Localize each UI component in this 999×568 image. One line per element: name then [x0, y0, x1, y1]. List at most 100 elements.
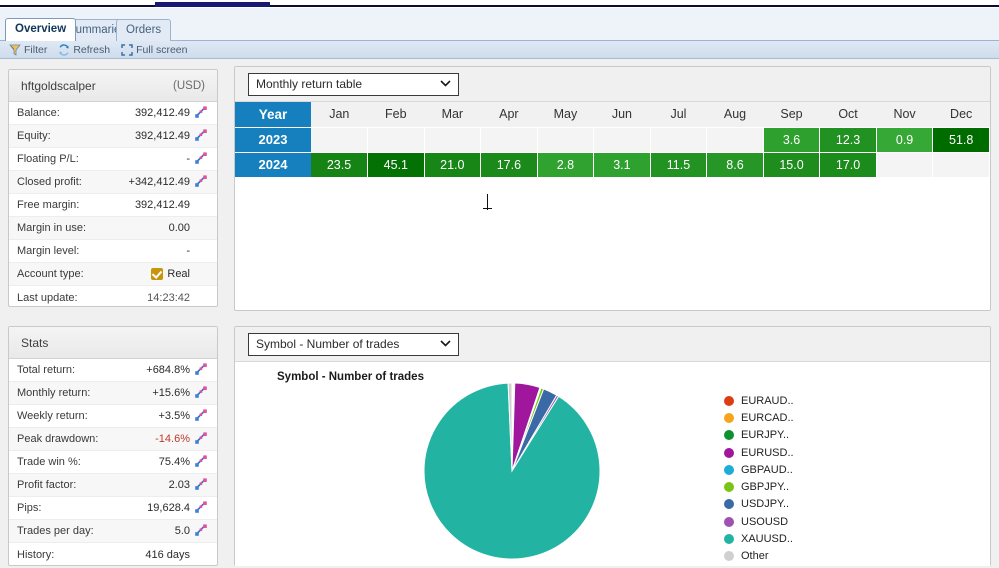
row-label: History: [17, 548, 55, 561]
legend-label: EURAUD.. [741, 394, 794, 407]
data-row: History: 416 days [9, 543, 217, 566]
chart-edit-icon[interactable] [195, 128, 211, 144]
row-label: Monthly return: [17, 387, 91, 399]
monthly-view-selector-wrap: Monthly return table [235, 67, 990, 102]
pie-chart-area: Symbol - Number of trades 89.5% EURAUD..… [235, 362, 990, 566]
real-account-checkbox[interactable] [151, 268, 164, 280]
legend-item[interactable]: USOUSD [724, 513, 794, 530]
legend-item[interactable]: EURCAD.. [724, 409, 794, 426]
row-value: 416 days [145, 548, 190, 561]
return-cell-empty [593, 127, 651, 153]
legend-item[interactable]: EURAUD.. [724, 392, 794, 409]
return-cell-empty [932, 152, 990, 178]
row-value: +3.5% [158, 410, 191, 422]
row-label: Free margin: [17, 199, 80, 211]
chart-edit-icon[interactable] [195, 500, 211, 516]
row-value: 75.4% [158, 456, 190, 468]
row-label: Margin level: [17, 245, 80, 257]
chart-edit-icon[interactable] [195, 362, 211, 378]
row-value: 5.0 [174, 525, 190, 537]
stats-title: Stats [21, 335, 49, 350]
legend-label: USOUSD [741, 515, 789, 528]
legend-item[interactable]: USDJPY.. [724, 496, 794, 513]
chart-edit-icon[interactable] [195, 385, 211, 401]
legend-item[interactable]: XAUUSD.. [724, 530, 794, 547]
legend-item[interactable]: EURUSD.. [724, 444, 794, 461]
col-header-month: Aug [706, 102, 764, 128]
chart-edit-icon[interactable] [195, 454, 211, 470]
row-value: 19,628.4 [147, 502, 190, 514]
row-label: Floating P/L: [17, 153, 79, 165]
row-label: Pips: [17, 502, 42, 514]
top-active-segment [155, 2, 270, 7]
pie-slice[interactable] [423, 382, 601, 560]
col-header-month: May [537, 102, 594, 128]
row-value: 2.03 [168, 479, 190, 491]
data-row: Peak drawdown: -14.6% [9, 428, 217, 451]
pie-chart [423, 382, 601, 560]
chart-edit-icon[interactable] [195, 105, 211, 121]
filter-button[interactable]: Filter [5, 42, 51, 58]
chart-edit-icon[interactable] [195, 408, 211, 424]
legend-color-swatch [724, 412, 734, 423]
col-header-month: Mar [424, 102, 481, 128]
return-cell-empty [367, 127, 425, 153]
data-row: Trades per day: 5.0 [9, 520, 217, 543]
chart-edit-icon[interactable] [195, 477, 211, 493]
row-value: +342,412.49 [128, 176, 190, 188]
tab-orders[interactable]: Orders [116, 19, 172, 41]
col-header-year: Year [235, 102, 311, 128]
monthly-view-selected-label: Monthly return table [256, 76, 363, 91]
pie-legend: EURAUD.. EURCAD.. EURJPY.. EURUSD.. GBPAUD..… [724, 392, 794, 565]
row-value: 392,412.49 [134, 107, 190, 119]
legend-label: USDJPY.. [741, 498, 790, 511]
legend-item[interactable]: Other [724, 548, 794, 565]
row-label: Last update: [17, 291, 78, 304]
table-row: 2024 23.5 45.1 21.0 17.6 2.8 3.1 11.5 8.6 15.0 17.… [235, 152, 990, 178]
return-cell: 3.6 [763, 127, 821, 153]
row-label: Account type: [17, 268, 84, 280]
data-row: Account type: Real [9, 263, 217, 286]
row-value: 392,412.49 [134, 199, 190, 211]
legend-item[interactable]: GBPJPY.. [724, 478, 794, 495]
legend-color-swatch [724, 534, 734, 545]
legend-item[interactable]: EURJPY.. [724, 427, 794, 444]
monthly-view-select[interactable]: Monthly return table [248, 72, 459, 96]
chart-edit-icon[interactable] [195, 431, 211, 447]
account-rows: Balance: 392,412.49 Equity: 392,412.49 Float… [9, 102, 217, 309]
symbol-view-select[interactable]: Symbol - Number of trades [248, 332, 459, 356]
legend-label: EURUSD.. [741, 446, 794, 459]
col-header-month: Jun [593, 102, 651, 128]
window-top-strip [0, 0, 999, 8]
legend-color-swatch [724, 447, 734, 458]
data-row: Pips: 19,628.4 [9, 497, 217, 520]
refresh-button[interactable]: Refresh [54, 42, 114, 58]
legend-item[interactable]: GBPAUD.. [724, 461, 794, 478]
table-row: 2023 3.6 12.3 0.9 51.8 [235, 127, 990, 153]
return-cell: 45.1 [367, 152, 425, 178]
data-row: Weekly return: +3.5% [9, 405, 217, 428]
chart-edit-icon[interactable] [195, 174, 211, 190]
legend-color-swatch [724, 499, 734, 510]
symbol-view-selector-wrap: Symbol - Number of trades [235, 327, 990, 362]
row-header-year: 2024 [235, 152, 311, 178]
row-header-year: 2023 [235, 127, 311, 153]
filter-label: Filter [24, 43, 48, 56]
legend-label: GBPAUD.. [741, 463, 793, 476]
tab-overview[interactable]: Overview [5, 18, 77, 41]
data-row: Profit factor: 2.03 [9, 474, 217, 497]
col-header-month: Jan [311, 102, 368, 128]
col-header-month: Feb [367, 102, 425, 128]
data-row: Free margin: 392,412.49 [9, 194, 217, 217]
legend-color-swatch [724, 482, 734, 493]
chart-edit-icon[interactable] [195, 523, 211, 539]
symbol-trades-panel: Symbol - Number of trades Symbol - Numbe… [234, 326, 991, 566]
legend-label: GBPJPY.. [741, 481, 790, 494]
pie-slice[interactable] [507, 382, 513, 472]
chart-edit-icon[interactable] [195, 151, 211, 167]
row-label: Total return: [17, 364, 76, 376]
col-header-month: Oct [819, 102, 877, 128]
fullscreen-button[interactable]: Full screen [117, 42, 191, 58]
row-value: 14:23:42 [147, 291, 190, 304]
row-value: -14.6% [155, 433, 190, 445]
